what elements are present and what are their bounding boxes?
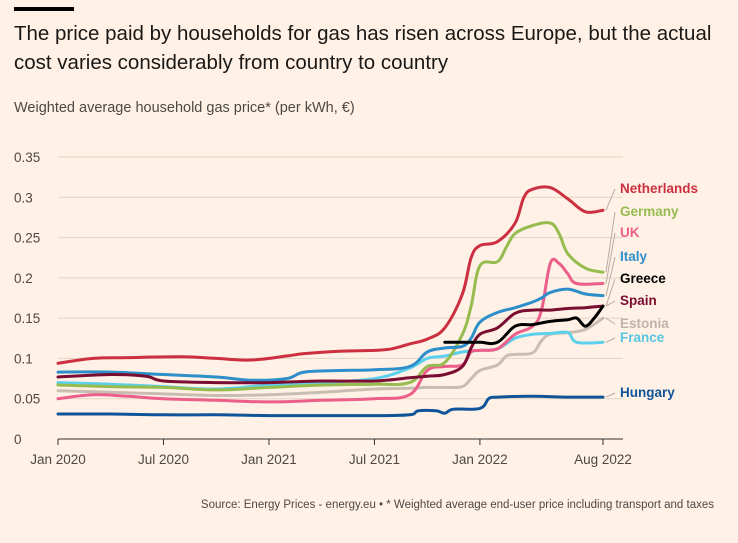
label-leader bbox=[605, 300, 616, 307]
header-rule bbox=[14, 7, 74, 11]
label-leader bbox=[605, 232, 616, 284]
y-tick-label: 0.35 bbox=[14, 150, 40, 165]
y-tick-label: 0.2 bbox=[14, 271, 33, 286]
legend-label-uk: UK bbox=[620, 225, 640, 240]
x-tick-label: Aug 2022 bbox=[574, 452, 632, 467]
series-line-spain bbox=[56, 304, 605, 385]
chart-title: The price paid by households for gas has… bbox=[14, 22, 712, 74]
x-tick-label: Jan 2020 bbox=[30, 452, 86, 467]
y-tick-label: 0.15 bbox=[14, 311, 40, 326]
legend-label-netherlands: Netherlands bbox=[620, 181, 698, 196]
series-lines bbox=[56, 185, 605, 418]
label-leader bbox=[605, 392, 616, 398]
label-leader bbox=[605, 317, 616, 325]
label-leader bbox=[605, 188, 616, 211]
legend-label-hungary: Hungary bbox=[620, 385, 675, 400]
x-tick-label: Jul 2020 bbox=[138, 452, 189, 467]
label-leader bbox=[605, 211, 616, 273]
y-tick-label: 0.3 bbox=[14, 190, 33, 205]
legend-labels: Netherlands Germany UK Italy Greece Spain Esto… bbox=[605, 181, 698, 400]
y-tick-label: 0.1 bbox=[14, 351, 33, 366]
label-leader bbox=[605, 278, 616, 307]
chart-subtitle: Weighted average household gas price* (p… bbox=[14, 100, 355, 116]
legend-label-italy: Italy bbox=[620, 249, 648, 264]
series-line-netherlands bbox=[56, 185, 605, 365]
x-tick-label: Jan 2022 bbox=[452, 452, 508, 467]
label-leader bbox=[605, 337, 616, 343]
y-tick-label: 0.05 bbox=[14, 392, 40, 407]
legend-label-france: France bbox=[620, 330, 665, 345]
series-line-germany bbox=[56, 221, 605, 392]
legend-label-estonia: Estonia bbox=[620, 316, 669, 331]
legend-label-germany: Germany bbox=[620, 204, 679, 219]
series-line-greece bbox=[443, 304, 605, 346]
series-line-italy bbox=[56, 287, 605, 382]
x-tick-label: Jul 2021 bbox=[349, 452, 400, 467]
y-tick-label: 0.25 bbox=[14, 231, 40, 246]
legend-label-greece: Greece bbox=[620, 271, 666, 286]
gridlines: 0 0.05 0.1 0.15 0.2 0.25 0.3 0.35 bbox=[14, 150, 623, 447]
series-line-estonia bbox=[56, 316, 605, 398]
y-tick-label: 0 bbox=[14, 432, 22, 447]
x-axis: Jan 2020 Jul 2020 Jan 2021 Jul 2021 Jan 2022… bbox=[30, 439, 632, 467]
series-line-hungary bbox=[56, 394, 605, 418]
x-tick-label: Jan 2021 bbox=[241, 452, 297, 467]
label-leader bbox=[605, 256, 616, 296]
source-note: Source: Energy Prices - energy.eu • * We… bbox=[200, 499, 714, 511]
legend-label-spain: Spain bbox=[620, 293, 657, 308]
